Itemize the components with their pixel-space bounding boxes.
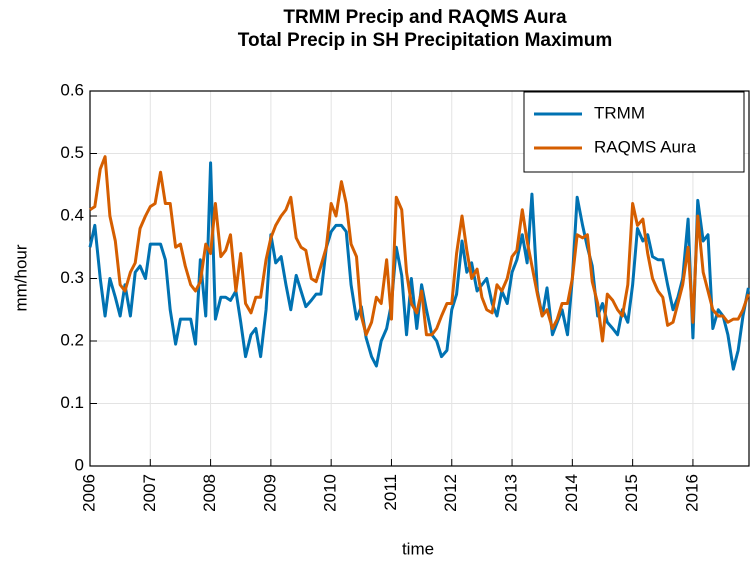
x-tick-label: 2016 — [682, 474, 701, 512]
x-tick-label: 2006 — [79, 474, 98, 512]
y-axis-label: mm/hour — [11, 244, 30, 311]
x-axis-label: time — [402, 539, 434, 558]
y-tick-label: 0.3 — [60, 268, 84, 287]
y-tick-label: 0 — [75, 455, 84, 474]
data-line — [89, 155, 750, 343]
chart-title: Total Precip in SH Precipitation Maximum — [238, 30, 612, 51]
x-tick-label: 2007 — [140, 474, 159, 512]
x-tick-label: 2010 — [321, 474, 340, 512]
legend-label: RAQMS Aura — [594, 137, 697, 156]
y-tick-label: 0.4 — [60, 205, 84, 224]
chart-title: TRMM Precip and RAQMS Aura — [283, 7, 567, 28]
legend-box — [523, 91, 745, 173]
x-tick-label: 2015 — [622, 474, 641, 512]
x-tick-label: 2013 — [502, 474, 521, 512]
x-tick-label: 2008 — [200, 474, 219, 512]
y-tick-label: 0.5 — [60, 143, 84, 162]
y-tick-label: 0.6 — [60, 80, 84, 99]
x-tick-label: 2011 — [381, 474, 400, 511]
y-tick-label: 0.1 — [60, 393, 84, 412]
x-tick-label: 2014 — [562, 474, 581, 512]
legend-label: TRMM — [594, 103, 645, 122]
plot-frame — [89, 90, 750, 467]
y-tick-label: 0.2 — [60, 330, 84, 349]
x-tick-label: 2012 — [441, 474, 460, 512]
x-tick-label: 2009 — [260, 474, 279, 512]
